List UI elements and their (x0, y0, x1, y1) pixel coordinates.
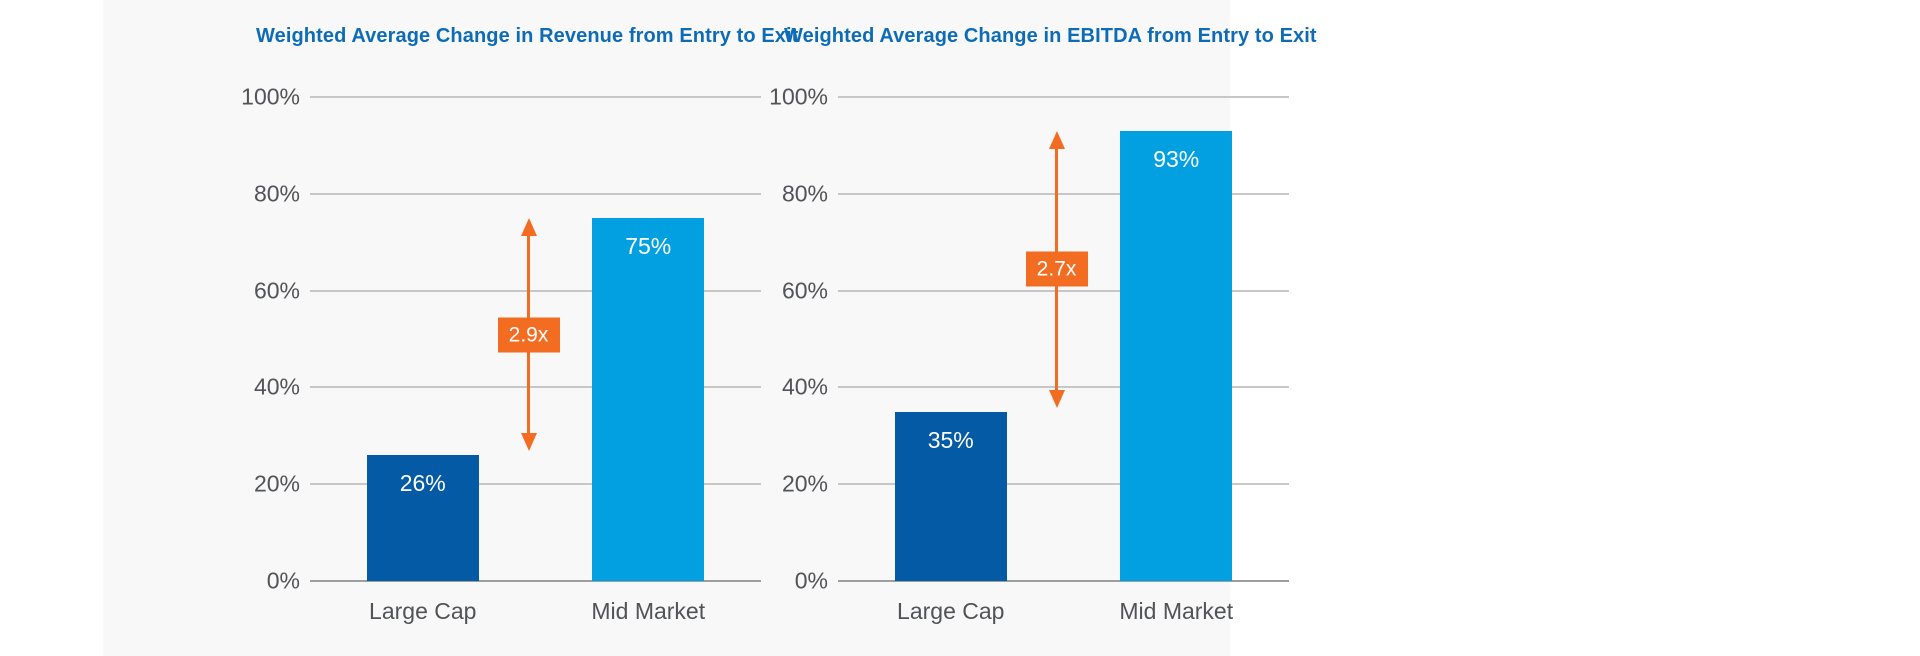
chart-panel: Weighted Average Change in Revenue from … (103, 0, 1317, 656)
y-tick-label: 0% (794, 567, 828, 594)
bar-value-label: 93% (1153, 145, 1200, 172)
bar-value-label: 35% (927, 426, 974, 453)
y-tick-label: 80% (781, 180, 828, 207)
category-label-large-cap: Large Cap (897, 598, 1005, 624)
y-tick-label: 0% (266, 567, 300, 594)
arrow-down-head (520, 433, 537, 452)
gridline (838, 289, 1289, 292)
gridline (838, 483, 1289, 486)
category-label-large-cap: Large Cap (369, 598, 477, 624)
y-tick-label: 100% (769, 83, 828, 110)
bar-large-cap: 26% (366, 455, 479, 581)
y-tick-label: 40% (781, 373, 828, 400)
y-tick-label: 40% (253, 373, 300, 400)
y-tick-label: 60% (253, 277, 300, 304)
gridline (310, 289, 761, 292)
gridline (310, 483, 761, 486)
plot-area: 0% 20% 40% 60% 80% 100% 35% Large Cap 93% Mid Mar… (769, 84, 1289, 624)
x-axis-line (310, 580, 761, 582)
chart-title: Weighted Average Change in EBITDA from E… (784, 25, 1317, 47)
arrow-up-head (1048, 130, 1065, 149)
ratio-badge: 2.9x (497, 317, 560, 353)
ebitda-chart: Weighted Average Change in EBITDA from E… (769, 0, 1316, 656)
x-axis-line (838, 580, 1289, 582)
bar-large-cap: 35% (894, 411, 1007, 581)
bar-value-label: 26% (399, 470, 446, 497)
y-tick-label: 100% (241, 83, 300, 110)
plot-area: 0% 20% 40% 60% 80% 100% 26% Large Cap 75% Mid Mar… (241, 84, 761, 624)
y-tick-label: 20% (253, 470, 300, 497)
arrow-down-head (1048, 389, 1065, 408)
revenue-chart: Weighted Average Change in Revenue from … (241, 0, 798, 656)
gridline (838, 96, 1289, 98)
gridline (838, 386, 1289, 389)
gridline (310, 96, 761, 98)
gridline (838, 192, 1289, 195)
chart-title: Weighted Average Change in Revenue from … (256, 25, 799, 47)
category-label-mid-market: Mid Market (1119, 598, 1234, 624)
category-label-mid-market: Mid Market (591, 598, 706, 624)
y-tick-label: 80% (253, 180, 300, 207)
y-tick-label: 60% (781, 277, 828, 304)
bar-mid-market: 93% (1120, 130, 1233, 581)
bar-value-label: 75% (625, 233, 672, 259)
gridline (310, 386, 761, 389)
ratio-badge: 2.7x (1025, 251, 1088, 287)
arrow-up-head (520, 218, 537, 236)
y-tick-label: 20% (781, 470, 828, 497)
bar-mid-market: 75% (592, 218, 705, 581)
gridline (310, 192, 761, 195)
